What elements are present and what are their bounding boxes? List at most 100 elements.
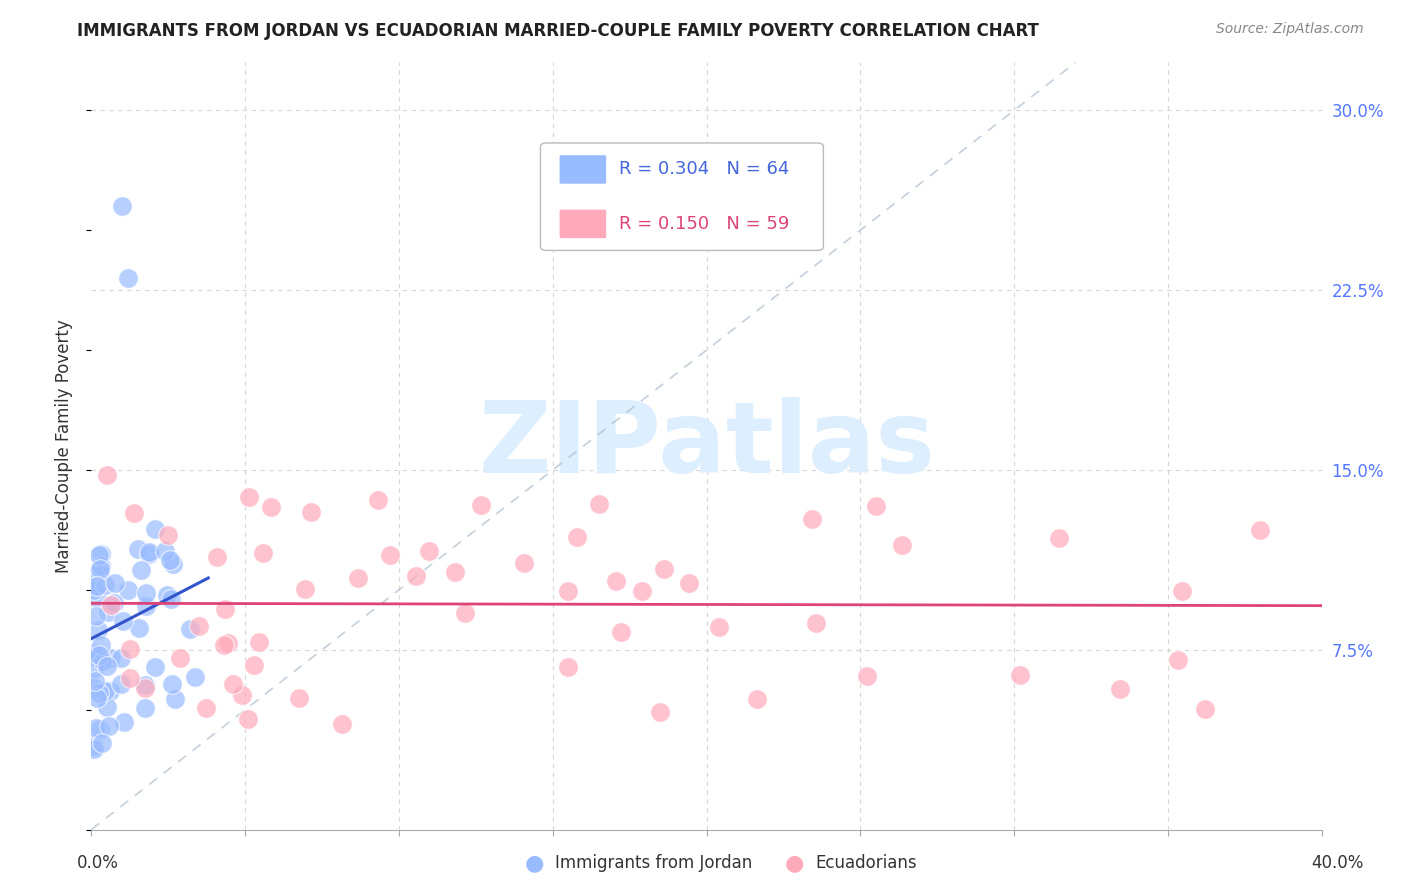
Point xyxy=(330,717,353,731)
Point xyxy=(1171,583,1194,598)
Point xyxy=(184,670,207,684)
Point xyxy=(709,620,731,634)
Point xyxy=(217,636,239,650)
Text: Ecuadorians: Ecuadorians xyxy=(815,855,917,872)
Point xyxy=(346,571,368,585)
Point xyxy=(588,496,610,510)
Point xyxy=(90,547,112,561)
FancyBboxPatch shape xyxy=(558,154,607,185)
Point xyxy=(631,584,654,599)
Point xyxy=(1167,653,1189,667)
Point xyxy=(156,528,179,542)
Point xyxy=(187,618,209,632)
Y-axis label: Married-Couple Family Poverty: Married-Couple Family Poverty xyxy=(55,319,73,573)
Point xyxy=(678,575,700,590)
Point xyxy=(96,700,118,714)
Point xyxy=(470,498,492,512)
Point xyxy=(84,721,107,735)
Point xyxy=(90,736,112,750)
Point xyxy=(98,719,121,733)
Point xyxy=(83,681,105,695)
Point xyxy=(444,566,467,580)
Point xyxy=(212,638,235,652)
Point xyxy=(231,688,253,702)
Point xyxy=(1249,523,1271,537)
Point xyxy=(221,677,243,691)
Point xyxy=(100,599,122,613)
Point xyxy=(238,490,260,504)
Point xyxy=(89,548,111,562)
Text: Source: ZipAtlas.com: Source: ZipAtlas.com xyxy=(1216,22,1364,37)
Point xyxy=(138,547,160,561)
Point xyxy=(247,635,270,649)
Point xyxy=(169,650,191,665)
Point xyxy=(804,615,827,630)
Point xyxy=(162,557,184,571)
Point xyxy=(195,701,218,715)
Point xyxy=(86,579,108,593)
Point xyxy=(120,641,142,656)
Point xyxy=(159,552,181,566)
Point xyxy=(856,668,879,682)
Point xyxy=(243,657,266,672)
Point xyxy=(112,614,135,628)
Point xyxy=(83,648,105,663)
Point xyxy=(97,605,120,619)
Point xyxy=(96,658,118,673)
Point xyxy=(111,199,134,213)
Point xyxy=(90,638,112,652)
Point xyxy=(165,692,187,706)
Point xyxy=(294,582,316,596)
Point xyxy=(1008,667,1031,681)
Point xyxy=(156,588,179,602)
Point xyxy=(89,567,111,582)
Point xyxy=(84,569,107,583)
Point xyxy=(454,607,477,621)
Point xyxy=(110,676,132,690)
Point xyxy=(143,522,166,536)
Point xyxy=(378,548,401,562)
Point xyxy=(91,654,114,668)
Point xyxy=(87,623,110,637)
Point xyxy=(89,559,111,574)
Point xyxy=(367,493,389,508)
Point xyxy=(83,579,105,593)
Point xyxy=(252,546,274,560)
Point xyxy=(84,673,107,688)
Point xyxy=(801,512,824,526)
Point xyxy=(84,608,107,623)
Point xyxy=(89,648,111,662)
Point xyxy=(405,569,427,583)
Point xyxy=(214,601,236,615)
Text: R = 0.304   N = 64: R = 0.304 N = 64 xyxy=(619,161,790,178)
Point xyxy=(134,678,156,692)
Point xyxy=(127,542,149,557)
Point xyxy=(557,583,579,598)
Point xyxy=(87,686,110,700)
FancyBboxPatch shape xyxy=(540,143,824,251)
Point xyxy=(96,467,118,482)
Point xyxy=(143,659,166,673)
Point xyxy=(1194,701,1216,715)
Point xyxy=(89,723,111,737)
Point xyxy=(117,271,139,285)
Point xyxy=(1047,531,1070,545)
Text: IMMIGRANTS FROM JORDAN VS ECUADORIAN MARRIED-COUPLE FAMILY POVERTY CORRELATION C: IMMIGRANTS FROM JORDAN VS ECUADORIAN MAR… xyxy=(77,22,1039,40)
Point xyxy=(100,650,122,665)
Point xyxy=(179,622,201,636)
Text: 40.0%: 40.0% xyxy=(1312,855,1364,872)
Point xyxy=(238,712,260,726)
Point xyxy=(112,714,135,729)
Text: ●: ● xyxy=(524,854,544,873)
Point xyxy=(745,691,768,706)
Point xyxy=(155,544,177,558)
Point xyxy=(94,684,117,698)
Point xyxy=(259,500,281,514)
Point xyxy=(86,690,108,705)
Point xyxy=(89,562,111,576)
Point xyxy=(135,599,157,613)
Point xyxy=(288,691,311,706)
Point xyxy=(129,563,152,577)
Point xyxy=(567,530,589,544)
Point xyxy=(128,621,150,635)
